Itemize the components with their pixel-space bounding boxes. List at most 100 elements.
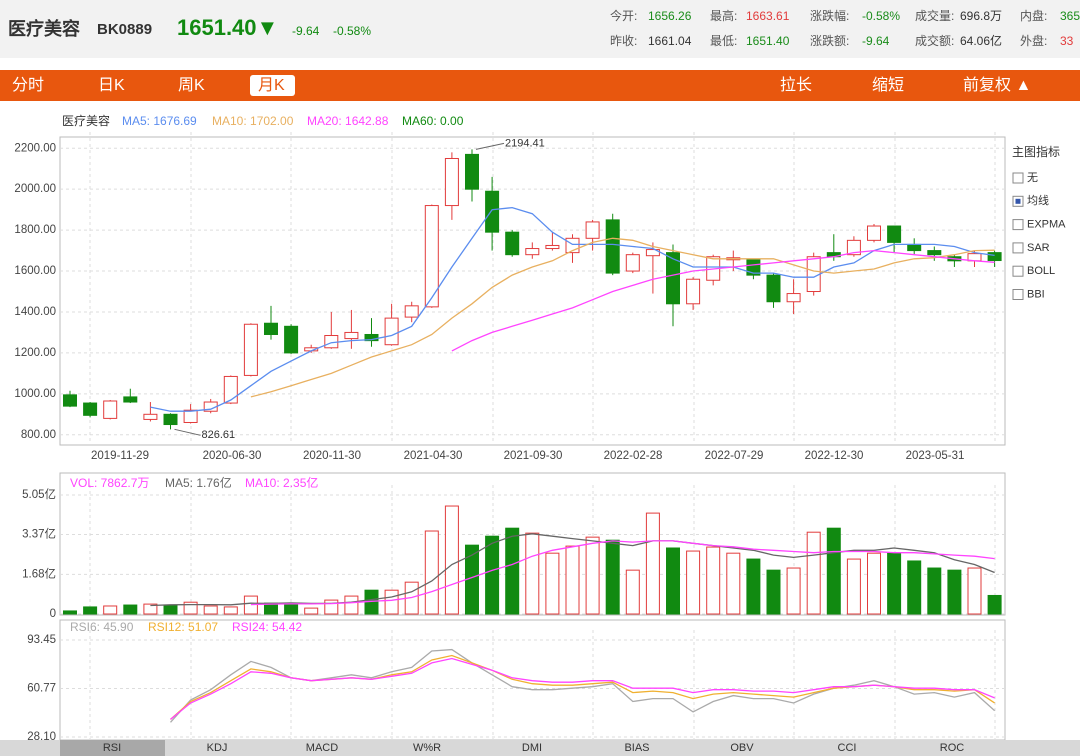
indicator-tab[interactable]: BIAS [624,742,649,754]
option-label[interactable]: SAR [1027,242,1050,254]
volume-bar [766,569,781,615]
checkbox[interactable] [1012,219,1024,231]
option-label[interactable]: EXPMA [1027,219,1066,231]
x-tick-label: 2021-09-30 [504,450,563,462]
candle-body [103,400,118,419]
toolbar-item[interactable]: 月K [258,77,285,94]
legend-entry: MA10: 2.35亿 [245,475,318,490]
stat-value: -9.64 [862,34,890,48]
x-tick-label: 2023-05-31 [906,450,965,462]
legend-entry: RSI12: 51.07 [148,620,218,634]
indicator-tab[interactable]: MACD [306,742,338,754]
volume-bar [967,567,982,615]
y-tick-label: 1200.00 [14,347,56,359]
volume-bar [746,558,761,615]
candle-body [907,243,922,252]
option-label[interactable]: 均线 [1027,193,1049,207]
stat-value: 1663.61 [746,9,790,23]
toolbar-bg [0,70,1080,101]
stat-label: 今开: [610,8,637,23]
volume-bar [585,536,600,615]
volume-bar [525,532,540,615]
candle-body [364,333,379,342]
option-label[interactable]: BOLL [1027,265,1055,277]
legend-entry: VOL: 7862.7万 [70,476,149,490]
candle-body [465,153,479,190]
stat-value: 33 [1060,34,1074,48]
y-tick-label: 1800.00 [14,224,56,236]
checkbox[interactable] [1012,289,1024,300]
indicator-tab[interactable]: OBV [730,742,754,754]
stat-label: 最高: [710,8,737,23]
volume-bar [786,567,801,615]
checkbox[interactable] [1012,172,1024,184]
line-series [150,206,995,412]
high-annotation: 2194.41 [505,137,545,149]
x-tick-label: 2022-02-28 [604,450,663,462]
option-label[interactable]: BBI [1027,288,1045,300]
candle-body [243,323,258,376]
candle-body [264,322,278,335]
toolbar-item[interactable]: 拉长 [780,76,812,94]
stat-value: 1651.40 [746,34,790,48]
stat-value: 64.06亿 [960,33,1002,48]
checkbox[interactable] [1012,242,1024,254]
indicator-tab[interactable]: KDJ [207,742,228,754]
tabs-bg [0,740,1080,756]
volume-bar [947,569,962,615]
stat-label: 成交额: [915,33,954,48]
indicator-tab[interactable]: CCI [838,742,857,754]
stat-label: 最低: [710,34,737,48]
candle-body [284,325,299,354]
checkbox[interactable] [1012,265,1024,277]
volume-bar [625,569,640,615]
volume-bar [183,601,198,615]
change-pct: -0.58% [333,24,371,38]
toolbar-item[interactable]: 日K [98,77,125,94]
volume-bar [505,527,520,615]
volume-bar [686,550,701,615]
stat-label: 内盘: [1020,8,1047,23]
candle-body [605,219,620,274]
y-tick-label: 60.77 [27,683,56,695]
y-tick-label: 1.68亿 [22,567,56,580]
candle-body [444,157,459,207]
stat-value: 1656.26 [648,9,692,23]
y-tick-label: 28.10 [27,731,56,743]
active-tab-bg [250,75,295,96]
volume-bar [384,589,399,615]
x-tick-label: 2020-11-30 [303,450,361,462]
toolbar-item[interactable]: 周K [178,77,205,94]
x-tick-label: 2022-12-30 [805,450,864,462]
volume-bar [304,607,319,615]
candle-body [344,331,359,340]
toolbar-item[interactable]: 缩短 [872,76,904,94]
stock-name: 医疗美容 [8,18,80,39]
candle-body [867,225,881,241]
candle-body [686,278,701,305]
volume-bar [123,604,138,615]
indicator-tab[interactable]: W%R [413,742,441,754]
volume-bar [806,531,821,615]
annotation-arrow [174,428,201,436]
y-tick-label: 3.37亿 [22,528,56,541]
toolbar-item[interactable]: 分时 [12,76,44,94]
candle-body [485,190,500,233]
indicator-tab[interactable]: ROC [940,742,965,754]
volume-bar [605,539,620,615]
volume-bar [223,606,238,615]
candle-body [766,274,781,303]
volume-bar [424,530,439,615]
option-label[interactable]: 无 [1027,172,1038,184]
candle-body [505,231,520,256]
indicator-tab[interactable]: RSI [103,742,121,754]
volume-bar [987,594,1002,615]
candle-body [63,394,77,407]
volume-bar [284,602,299,615]
indicator-tab[interactable]: DMI [522,742,542,754]
stat-label: 昨收: [610,34,637,48]
candle-body [887,225,902,243]
toolbar-item[interactable]: 前复权 ▲ [963,76,1031,94]
candle-body [143,413,158,420]
